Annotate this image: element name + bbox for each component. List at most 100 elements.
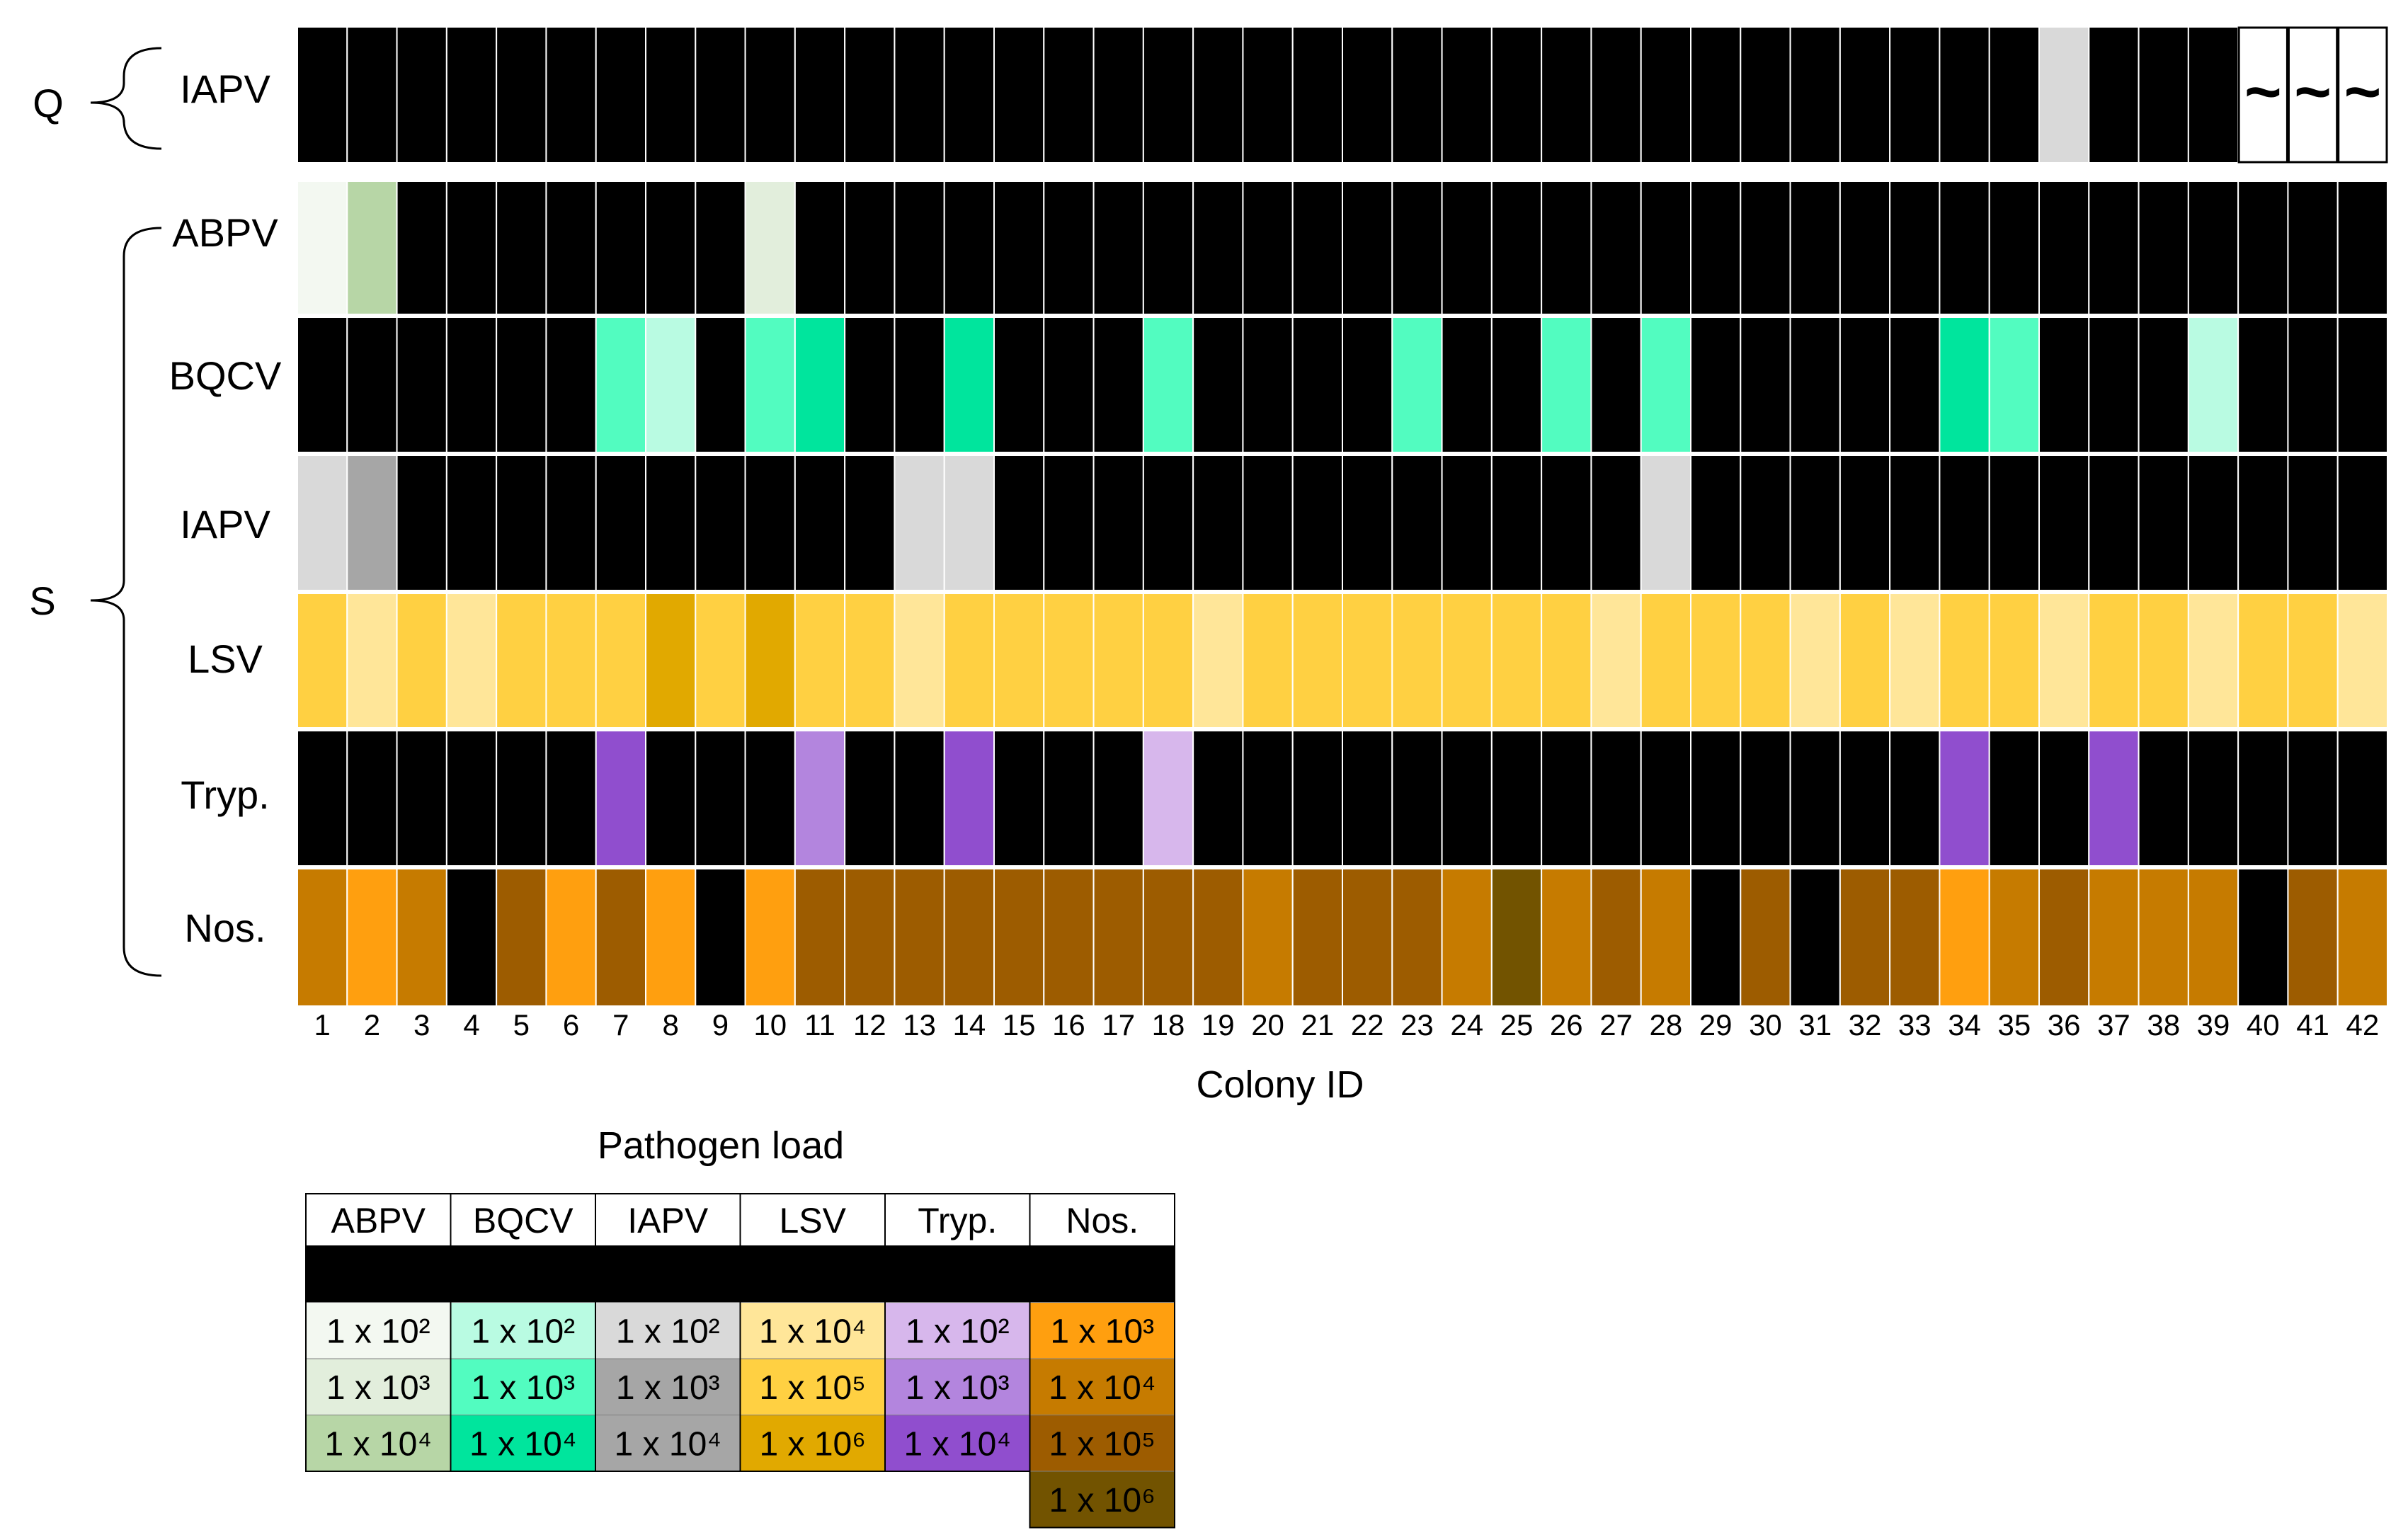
cell-q-iapv-38 [2138, 26, 2189, 164]
cell-q-iapv-40-missing-symbol: ~ [2244, 57, 2282, 127]
cell-q-iapv-14 [943, 26, 995, 164]
cell-s-nos-31 [1789, 868, 1841, 1007]
cell-s-lsv-21 [1291, 593, 1343, 731]
cell-s-nos-9 [695, 868, 746, 1007]
legend-swatch-nos-1 [1029, 1302, 1175, 1359]
cell-s-iapv-34 [1939, 455, 1990, 593]
legend-value-tryp-1: 1 x 10² [906, 1313, 1010, 1350]
legend-header-lsv: LSV [779, 1201, 846, 1240]
cell-s-bqcv-15 [993, 316, 1045, 455]
cell-s-lsv-26 [1541, 593, 1592, 731]
legend-swatch-nos-4 [1029, 1471, 1175, 1528]
cell-s-lsv-3 [396, 593, 447, 731]
cell-s-abpv-15 [993, 178, 1045, 316]
cell-s-bqcv-3 [396, 316, 447, 455]
colony-tick-label: 27 [1599, 1008, 1633, 1042]
cell-s-tryp-15 [993, 730, 1045, 869]
cell-s-lsv-22 [1342, 593, 1393, 731]
row-label-q-iapv: IAPV [180, 67, 270, 111]
cell-s-bqcv-11 [794, 316, 846, 455]
cell-s-abpv-31 [1789, 178, 1841, 316]
cell-s-abpv-27 [1590, 178, 1642, 316]
cell-s-lsv-4 [445, 593, 498, 731]
cell-s-iapv-35 [1988, 455, 2041, 593]
legend-swatch-tryp-1 [884, 1302, 1030, 1359]
legend-header-cell-abpv [305, 1193, 452, 1247]
cell-s-abpv-32 [1839, 178, 1891, 316]
cell-s-bqcv-18 [1142, 316, 1194, 455]
cell-s-lsv-23 [1391, 593, 1443, 731]
colony-tick-label: 34 [1948, 1008, 1981, 1042]
row-label-s-lsv: LSV [188, 637, 263, 681]
cell-s-lsv-37 [2088, 593, 2140, 731]
brace-q [90, 47, 162, 150]
cell-s-nos-25 [1490, 868, 1543, 1007]
cell-s-lsv-36 [2038, 593, 2090, 731]
cell-s-nos-3 [396, 868, 447, 1007]
cell-s-tryp-18 [1142, 730, 1194, 869]
cell-s-iapv-2 [346, 455, 398, 593]
cell-s-abpv-28 [1640, 178, 1692, 316]
cell-s-nos-28 [1640, 868, 1692, 1007]
cell-s-iapv-6 [545, 455, 597, 593]
cell-s-iapv-37 [2088, 455, 2140, 593]
cell-q-iapv-20 [1242, 26, 1294, 164]
cell-s-nos-15 [993, 868, 1045, 1007]
row-separators [297, 172, 2387, 869]
cell-s-bqcv-29 [1690, 316, 1742, 455]
colony-tick-label: 32 [1849, 1008, 1882, 1042]
cell-s-lsv-41 [2287, 593, 2339, 731]
colony-tick-label: 41 [2296, 1008, 2329, 1042]
cell-q-iapv-19 [1192, 26, 1244, 164]
cell-s-bqcv-5 [496, 316, 547, 455]
cell-q-iapv-29 [1690, 26, 1742, 164]
legend-header-abpv: ABPV [331, 1201, 426, 1240]
cell-s-bqcv-16 [1043, 316, 1095, 455]
legend-title: Pathogen load [598, 1124, 844, 1167]
cell-s-abpv-42 [2336, 178, 2389, 316]
cell-q-iapv-5 [496, 26, 547, 164]
cell-s-tryp-31 [1789, 730, 1841, 869]
cell-s-nos-8 [645, 868, 697, 1007]
legend-value-iapv-1: 1 x 10² [616, 1313, 720, 1350]
colony-tick-label: 24 [1450, 1008, 1483, 1042]
legend-value-bqcv-2: 1 x 10³ [471, 1369, 575, 1407]
cell-q-iapv-31 [1789, 26, 1841, 164]
cell-s-nos-42 [2336, 868, 2389, 1007]
row-label-s-abpv: ABPV [172, 210, 278, 255]
group-label-s: S [29, 578, 55, 623]
cell-s-lsv-34 [1939, 593, 1990, 731]
cell-s-tryp-41 [2287, 730, 2339, 869]
cell-s-nos-16 [1043, 868, 1095, 1007]
cell-s-abpv-5 [496, 178, 547, 316]
legend-swatch-tryp-2 [884, 1358, 1030, 1415]
cell-s-nos-32 [1839, 868, 1891, 1007]
cell-s-nos-4 [445, 868, 498, 1007]
cell-q-iapv-22 [1342, 26, 1393, 164]
cell-s-nos-6 [545, 868, 597, 1007]
legend-value-nos-2: 1 x 10⁴ [1049, 1369, 1156, 1407]
legend-value-nos-0: 0 [1092, 1257, 1112, 1294]
cell-s-bqcv-36 [2038, 316, 2090, 455]
cell-q-iapv-3 [396, 26, 447, 164]
cell-s-tryp-24 [1441, 730, 1493, 869]
cell-s-bqcv-32 [1839, 316, 1891, 455]
cell-q-iapv-1 [297, 26, 348, 164]
cell-s-tryp-42 [2336, 730, 2389, 869]
colony-tick-label: 7 [612, 1008, 629, 1042]
cell-s-lsv-28 [1640, 593, 1692, 731]
cell-s-bqcv-6 [545, 316, 597, 455]
cell-s-iapv-18 [1142, 455, 1194, 593]
colony-tick-label: 18 [1152, 1008, 1185, 1042]
cell-s-nos-27 [1590, 868, 1642, 1007]
cell-s-abpv-7 [595, 178, 647, 316]
colony-tick-label: 17 [1102, 1008, 1135, 1042]
legend-swatch-lsv-2 [740, 1358, 886, 1415]
cell-s-nos-10 [744, 868, 796, 1007]
cell-s-tryp-8 [645, 730, 697, 869]
colony-tick-label: 11 [804, 1008, 835, 1042]
cell-s-tryp-26 [1541, 730, 1592, 869]
cell-q-iapv-33 [1889, 26, 1941, 164]
cell-q-iapv-42-missing-symbol: ~ [2344, 57, 2382, 127]
cell-s-lsv-25 [1490, 593, 1543, 731]
